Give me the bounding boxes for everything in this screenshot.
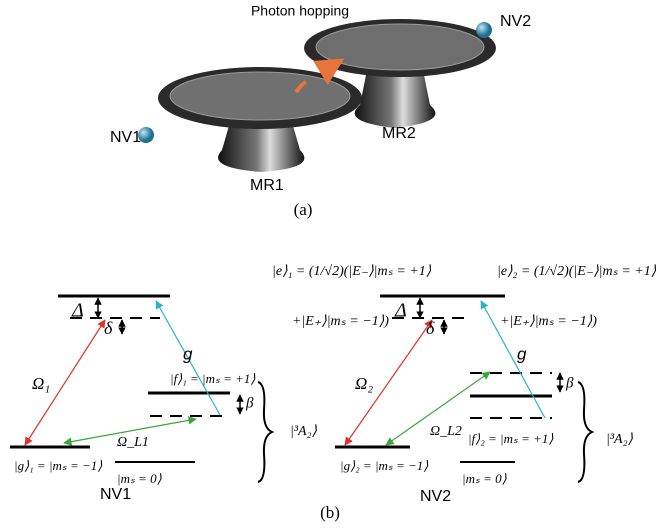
brace: [578, 382, 592, 482]
omega: Ω₂: [355, 374, 373, 393]
coupling: g: [517, 344, 527, 363]
a2: |³A₂⟩: [290, 424, 317, 439]
coupling: g: [183, 344, 193, 363]
f-label: |f⟩₂ = |mₛ = +1⟩: [468, 431, 553, 446]
panel-b-label: (b): [320, 503, 340, 522]
hopping-label: Photon hopping: [251, 3, 349, 19]
e-line1: |e⟩₁ = (1/√2)(|E₋⟩|mₛ = +1⟩: [272, 264, 432, 279]
nv1-label: NV1: [110, 129, 141, 146]
name: NV2: [420, 488, 451, 505]
g-label: |g⟩₁ = |mₛ = −1⟩: [14, 458, 102, 473]
beta: β: [565, 375, 574, 391]
m0-label: |mₛ = 0⟩: [462, 471, 507, 486]
mr2-label: MR2: [382, 125, 416, 142]
omega-l: Ω_L1: [117, 435, 149, 450]
delta-small: δ: [104, 318, 113, 338]
mr1-label: MR1: [250, 177, 284, 194]
delta-big: Δ: [71, 300, 84, 322]
panel-a-label: (a): [294, 200, 313, 219]
delta-big: Δ: [394, 300, 407, 322]
nv2-ball: [476, 22, 492, 38]
resonator-mr1: [158, 67, 362, 172]
nv2-label: NV2: [500, 13, 531, 30]
omega: Ω₁: [32, 374, 50, 393]
omega-l: Ω_L2: [430, 424, 462, 439]
beta: β: [245, 395, 254, 411]
f-label: |f⟩₁ = |mₛ = +1⟩: [170, 371, 255, 386]
e-line1: |e⟩₂ = (1/√2)(|E₋⟩|mₛ = +1⟩: [497, 264, 657, 279]
figure: Photon hopping NV1 NV2 MR2 MR1 (a) (b) |…: [0, 0, 660, 528]
g-label: |g⟩₂ = |mₛ = −1⟩: [340, 458, 428, 473]
m0-label: |mₛ = 0⟩: [117, 471, 162, 486]
delta-small: δ: [426, 318, 435, 338]
name: NV1: [100, 486, 131, 503]
e-line2: +|E₊⟩|mₛ = −1⟩): [292, 314, 389, 329]
brace: [258, 382, 272, 482]
e-line2: +|E₊⟩|mₛ = −1⟩): [500, 314, 597, 329]
a2: |³A₂⟩: [606, 432, 633, 447]
